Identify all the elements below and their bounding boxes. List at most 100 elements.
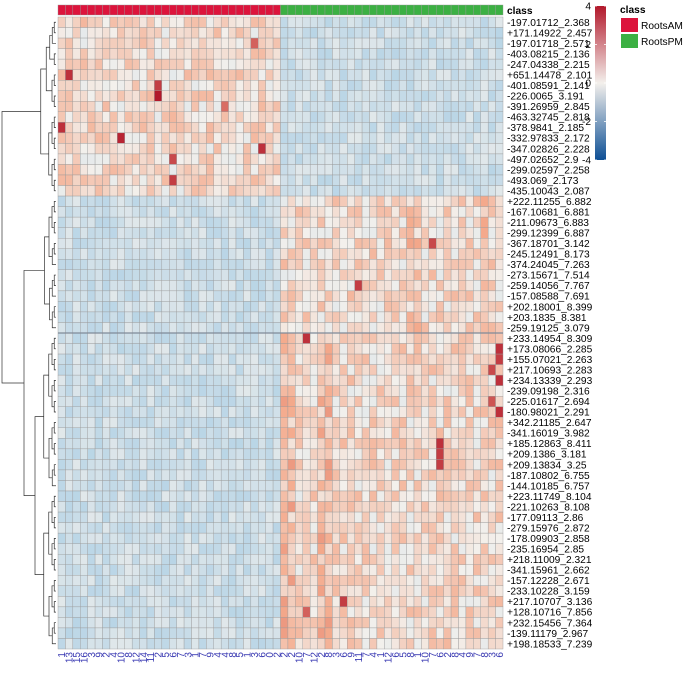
heatmap-cell bbox=[265, 27, 274, 39]
heatmap-cell bbox=[421, 280, 430, 292]
heatmap-cell bbox=[406, 174, 415, 186]
heatmap-cell bbox=[176, 638, 185, 650]
heatmap-cell bbox=[413, 16, 422, 28]
heatmap-cell bbox=[161, 48, 170, 60]
heatmap-cell bbox=[265, 16, 274, 28]
heatmap-cell bbox=[176, 596, 185, 608]
heatmap-cell bbox=[65, 490, 74, 502]
heatmap-cell bbox=[272, 575, 281, 587]
heatmap-cell bbox=[272, 585, 281, 597]
heatmap-cell bbox=[146, 153, 155, 165]
heatmap-cell bbox=[324, 90, 333, 102]
heatmap-cell bbox=[265, 322, 274, 334]
heatmap-cell bbox=[354, 185, 363, 197]
heatmap-cell bbox=[376, 627, 385, 639]
heatmap-cell bbox=[443, 311, 452, 323]
heatmap-cell bbox=[109, 259, 118, 270]
heatmap-cell bbox=[287, 522, 296, 534]
heatmap-cell bbox=[450, 596, 459, 608]
heatmap-cell bbox=[309, 174, 318, 186]
heatmap-cell bbox=[465, 617, 474, 629]
heatmap-cell bbox=[220, 58, 229, 70]
heatmap-cell bbox=[465, 122, 474, 134]
heatmap-cell bbox=[347, 353, 355, 365]
heatmap-cell bbox=[347, 596, 355, 608]
heatmap-cell bbox=[428, 575, 437, 587]
heatmap-cell bbox=[450, 385, 459, 397]
heatmap-cell bbox=[131, 532, 140, 544]
heatmap-cell bbox=[398, 311, 407, 323]
heatmap-cell bbox=[124, 322, 133, 334]
heatmap-cell bbox=[228, 111, 237, 123]
heatmap-cell bbox=[473, 522, 481, 534]
heatmap-cell bbox=[287, 132, 296, 144]
heatmap-cell bbox=[369, 438, 378, 450]
heatmap-cell bbox=[421, 374, 430, 386]
heatmap-cell bbox=[213, 90, 222, 102]
heatmap-cell bbox=[176, 554, 185, 565]
heatmap-cell bbox=[191, 638, 200, 650]
heatmap-cell bbox=[280, 596, 289, 608]
heatmap-cell bbox=[191, 58, 200, 70]
heatmap-cell bbox=[146, 101, 155, 112]
heatmap-cell bbox=[109, 353, 118, 365]
heatmap-cell bbox=[324, 627, 333, 639]
heatmap-cell bbox=[309, 511, 318, 523]
heatmap-cell bbox=[384, 638, 392, 650]
heatmap-cell bbox=[480, 343, 489, 355]
heatmap-cell bbox=[131, 490, 140, 502]
heatmap-cell bbox=[398, 322, 407, 334]
heatmap-cell bbox=[391, 501, 400, 513]
heatmap-cell bbox=[280, 469, 289, 481]
heatmap-cell bbox=[80, 364, 88, 376]
heatmap-cell bbox=[317, 185, 326, 197]
heatmap-cell bbox=[354, 343, 363, 355]
heatmap-cell bbox=[369, 532, 378, 544]
heatmap-cell bbox=[183, 343, 192, 355]
heatmap-cell bbox=[280, 532, 289, 544]
heatmap-cell bbox=[324, 311, 333, 323]
heatmap-cell bbox=[131, 353, 140, 365]
heatmap-cell bbox=[332, 427, 341, 439]
heatmap-cell bbox=[213, 448, 222, 460]
heatmap-cell bbox=[428, 206, 437, 218]
heatmap-cell bbox=[391, 543, 400, 555]
heatmap-cell bbox=[406, 58, 415, 70]
heatmap-cell bbox=[198, 448, 207, 460]
heatmap-cell bbox=[324, 490, 333, 502]
heatmap-cell bbox=[287, 638, 296, 650]
heatmap-cell bbox=[154, 353, 163, 365]
heatmap-cell bbox=[436, 364, 444, 376]
heatmap-cell bbox=[369, 364, 378, 376]
heatmap-cell bbox=[272, 122, 281, 134]
heatmap-cell bbox=[228, 259, 237, 270]
heatmap-cell bbox=[332, 606, 341, 618]
heatmap-cell bbox=[428, 48, 437, 60]
heatmap-cell bbox=[369, 480, 378, 492]
heatmap-cell bbox=[265, 522, 274, 534]
heatmap-cell bbox=[309, 206, 318, 218]
heatmap-cell bbox=[87, 438, 96, 450]
heatmap-cell bbox=[480, 301, 489, 313]
heatmap-cell bbox=[473, 122, 481, 134]
heatmap-cell bbox=[428, 554, 437, 565]
heatmap-cell bbox=[302, 48, 311, 60]
heatmap-cell bbox=[354, 237, 363, 249]
heatmap-cell bbox=[436, 290, 444, 302]
class-annotation-cell bbox=[443, 4, 452, 16]
heatmap-cell bbox=[465, 417, 474, 428]
heatmap-cell bbox=[339, 364, 348, 376]
class-annotation-cell bbox=[391, 4, 400, 16]
heatmap-cell bbox=[131, 511, 140, 523]
heatmap-cell bbox=[280, 406, 289, 418]
heatmap-cell bbox=[176, 290, 185, 302]
heatmap-cell bbox=[131, 164, 140, 176]
heatmap-cell bbox=[450, 522, 459, 534]
heatmap-cell bbox=[443, 364, 452, 376]
heatmap-cell bbox=[421, 353, 430, 365]
heatmap-cell bbox=[169, 438, 177, 450]
heatmap-cell bbox=[161, 554, 170, 565]
column-label: 2 bbox=[287, 652, 298, 658]
heatmap-cell bbox=[235, 195, 244, 207]
heatmap-cell bbox=[398, 374, 407, 386]
